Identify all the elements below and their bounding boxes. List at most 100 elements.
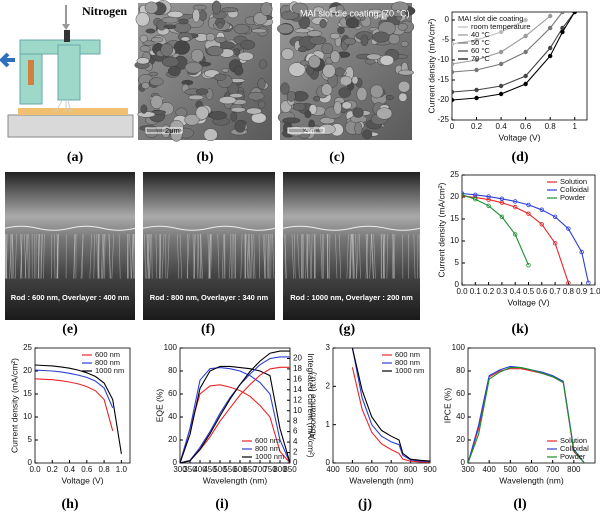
point: [579, 249, 584, 255]
x-tick-label: 0.8: [545, 122, 557, 131]
grain: [211, 0, 222, 15]
grain: [149, 77, 164, 87]
grain: [139, 34, 148, 43]
point: [486, 197, 491, 202]
series-line: [35, 378, 114, 431]
x-tick-label: 550: [223, 465, 237, 474]
x-tick-label: 0.0: [456, 287, 468, 296]
x-tick-label: 0.3: [496, 287, 508, 296]
series-line: [462, 194, 530, 266]
x-axis-label: Voltage (V): [498, 132, 540, 142]
legend-label: Colloidal: [560, 444, 589, 453]
grain: [198, 10, 207, 21]
grain: [218, 96, 237, 105]
x-tick-label: 500: [346, 465, 360, 474]
xsec-caption: Rod : 1000 nm, Overlayer : 200 nm: [290, 293, 413, 302]
y2-tick-label: 8: [293, 416, 298, 425]
grain: [233, 23, 250, 35]
x-tick-label: 700: [546, 465, 560, 474]
grain: [144, 1, 159, 14]
panel-label: (j): [358, 497, 372, 512]
point: [498, 49, 504, 55]
panel-label: (f): [201, 322, 215, 337]
y-tick-label: 1: [326, 420, 331, 429]
rod: [240, 234, 243, 279]
legend-label: Powder: [560, 193, 586, 202]
rod: [9, 234, 12, 279]
y2-tick-label: 12: [293, 395, 302, 404]
rod: [167, 234, 170, 279]
grain: [307, 30, 323, 37]
y-tick-label: -15: [437, 75, 449, 84]
series-line: [180, 365, 290, 463]
y-tick-label: 20: [450, 192, 459, 201]
xsec-caption: Rod : 800 nm, Overlayer : 340 nm: [150, 293, 269, 302]
panel-label: (i): [215, 497, 229, 512]
grain: [304, 110, 312, 118]
rod: [209, 234, 211, 279]
x-tick-label: 900: [423, 465, 437, 474]
point: [560, 29, 565, 35]
grain: [234, 119, 246, 133]
y-tick-label: -5: [442, 35, 450, 44]
grain: [339, 75, 352, 86]
grain: [233, 65, 244, 76]
grain: [379, 54, 394, 66]
x-tick-label: 500: [504, 465, 518, 474]
rod: [186, 234, 190, 279]
point: [486, 203, 491, 208]
y2-tick-label: 2: [293, 448, 298, 457]
point: [513, 232, 518, 237]
plot-frame: [332, 347, 431, 464]
x-tick-label: 0.8: [563, 287, 575, 296]
grain: [397, 23, 408, 31]
y-axis-label: IPCE (%): [442, 388, 452, 424]
y-tick-label: 2: [326, 381, 331, 390]
grain: [291, 2, 308, 15]
grain: [139, 45, 151, 53]
rod: [386, 234, 389, 279]
y2-tick-label: 6: [293, 427, 298, 436]
grain: [173, 40, 190, 55]
rod: [161, 234, 165, 279]
legend-label: 1000 nm: [95, 366, 124, 375]
grain: [141, 82, 150, 90]
scale-bar: [287, 127, 325, 134]
point: [513, 204, 518, 210]
rod: [118, 234, 121, 279]
rod: [54, 234, 56, 279]
grain: [161, 16, 179, 24]
grain: [253, 12, 268, 25]
slot-die-schematic: Nitrogen: [0, 4, 134, 138]
grain: [313, 6, 324, 13]
grain: [276, 23, 294, 34]
rod: [358, 234, 361, 279]
chart: 0.0 0.2 0.4 0.6 0.8 1.0 0 5 10 15 20 25 Voltage (V) C…: [9, 343, 131, 485]
grain: [366, 53, 382, 60]
legend-label: 1000 nm: [395, 366, 424, 375]
point: [462, 192, 465, 197]
chart: 400 500 600 700 800 900 0 1 2 3 Wavelength (nm) Abs…: [307, 343, 437, 485]
point: [539, 222, 544, 227]
point: [526, 202, 531, 208]
y-tick-label: 0: [445, 15, 450, 24]
legend-title: MAI slot die coating: [458, 14, 523, 23]
y2-tick-label: 18: [293, 364, 302, 373]
grain: [184, 61, 203, 74]
grain: [188, 94, 204, 101]
grain: [145, 28, 156, 34]
grain: [136, 57, 150, 65]
y-tick-label: 5: [455, 258, 460, 267]
grain: [308, 104, 318, 115]
rod: [111, 234, 114, 279]
y-tick-label: 80: [456, 366, 465, 375]
x-tick-label: 0.1: [470, 287, 482, 296]
rod: [12, 234, 15, 279]
y2-tick-label: 14: [293, 385, 302, 394]
y-tick-label: 3: [326, 343, 331, 352]
grain: [229, 93, 243, 98]
rod: [104, 234, 106, 279]
grain: [280, 82, 290, 95]
grain: [370, 84, 384, 99]
